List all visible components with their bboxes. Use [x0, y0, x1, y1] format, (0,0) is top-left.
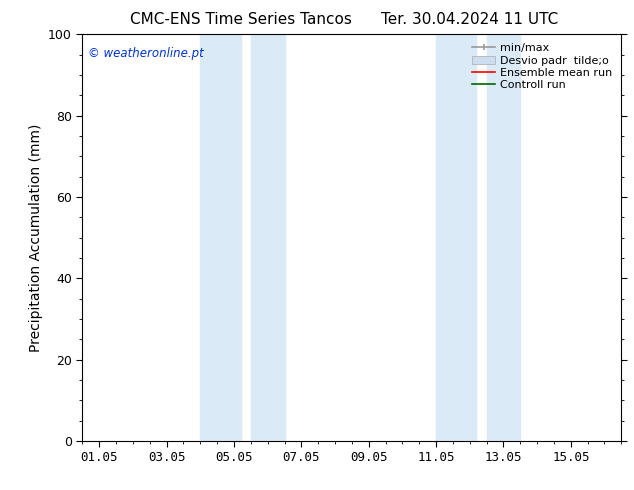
Bar	[200, 34, 241, 441]
Bar	[487, 34, 521, 441]
Text: Ter. 30.04.2024 11 UTC: Ter. 30.04.2024 11 UTC	[380, 12, 558, 27]
Y-axis label: Precipitation Accumulation (mm): Precipitation Accumulation (mm)	[29, 123, 42, 352]
Bar	[251, 34, 285, 441]
Bar	[436, 34, 477, 441]
Text: CMC-ENS Time Series Tancos: CMC-ENS Time Series Tancos	[130, 12, 352, 27]
Text: © weatheronline.pt: © weatheronline.pt	[87, 47, 204, 59]
Legend: min/max, Desvio padr  tilde;o, Ensemble mean run, Controll run: min/max, Desvio padr tilde;o, Ensemble m…	[469, 40, 616, 94]
